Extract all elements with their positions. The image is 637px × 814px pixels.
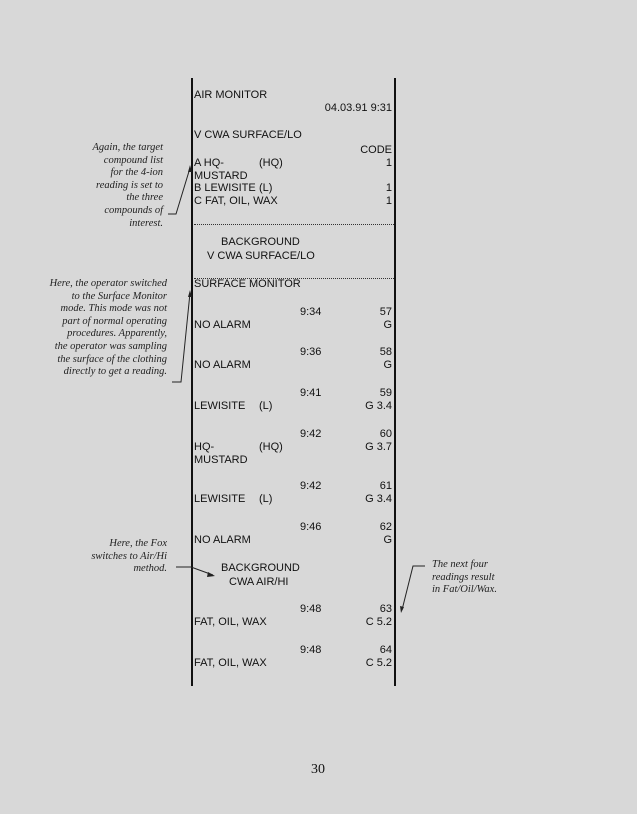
reading-result-line2: MUSTARD [194,454,248,466]
divider [194,278,394,279]
reading-time: 9:42 [300,480,322,492]
annotation-line: compounds of [104,204,163,216]
annotation-line: the operator was sampling [54,340,167,352]
annotation-line: in Fat/Oil/Wax. [432,584,497,596]
annotation-line: to the Surface Monitor [71,290,167,302]
compound-a-abbr: (HQ) [259,157,283,169]
reading-number: 57 [379,306,392,318]
reading-number: 62 [379,521,392,533]
code-label: CODE [360,144,392,156]
reading-time: 9:36 [300,346,322,358]
reading-result: LEWISITE [194,400,246,412]
compound-b: B LEWISITE [194,182,256,194]
arrow-next-four [401,565,425,611]
annotation-line: Again, the target [92,142,163,153]
reading-time: 9:48 [300,603,322,615]
reading-time: 9:41 [300,387,322,399]
reading-number: 58 [379,346,392,358]
annotation-line: readings result [432,571,495,583]
annotation-line: procedures. Apparently, [67,328,167,340]
printout-datetime: 04.03.91 9:31 [324,102,392,114]
printout-method: V CWA SURFACE/LO [194,129,302,141]
reading-code: C 5.2 [365,616,392,628]
annotation-line: method. [133,563,167,575]
reading-code: G 3.7 [365,441,392,453]
annotation-line: directly to get a reading. [63,366,167,378]
compound-b-code: 1 [385,182,392,194]
reading-time: 9:42 [300,428,322,440]
mode-label: SURFACE MONITOR [194,278,301,290]
reading-code: G [383,534,392,546]
printout-title: AIR MONITOR [194,89,268,101]
reading-result: FAT, OIL, WAX [194,616,267,628]
reading-abbr: (HQ) [259,441,283,453]
reading-result: NO ALARM [194,534,251,546]
annotation-line: for the 4-ion [110,167,164,179]
arrow-compound-list [168,167,191,215]
annotation-line: switches to Air/Hi [91,550,167,562]
annotation-compound-list: Again, the target compound list for the 4-… [93,142,163,230]
page-number: 30 [311,762,325,777]
annotation-line: the three [126,192,163,204]
reading-number: 61 [379,480,392,492]
annotation-line: compound list [103,154,163,166]
annotation-line: part of normal operating [62,315,167,327]
compound-c: C FAT, OIL, WAX [194,195,278,207]
reading-result: HQ- [194,441,215,453]
compound-a-line2: MUSTARD [194,170,248,182]
annotation-line: reading is set to [96,179,163,191]
reading-number: 60 [379,428,392,440]
annotation-next-four: The next four readings result in Fat/Oil/W… [432,559,497,597]
reading-number: 63 [379,603,392,615]
reading-code: G 3.4 [365,493,392,505]
annotation-line: Here, the Fox [109,538,167,549]
reading-result: FAT, OIL, WAX [194,657,267,669]
reading-time: 9:46 [300,521,322,533]
reading-abbr: (L) [259,493,273,505]
background-2-line1: BACKGROUND [221,562,300,574]
left-rule [191,78,193,686]
background-1-line2: V CWA SURFACE/LO [207,250,315,262]
reading-number: 64 [379,644,392,656]
arrow-fox [176,566,214,576]
annotation-fox: Here, the Fox switches to Air/Hi method. [91,538,167,576]
compound-a-code: 1 [385,157,392,169]
reading-number: 59 [379,387,392,399]
reading-time: 9:48 [300,644,322,656]
reading-code: G [383,319,392,331]
reading-result: LEWISITE [194,493,246,505]
reading-abbr: (L) [259,400,273,412]
annotation-surface-monitor: Here, the operator switched to the Surfac… [50,278,167,379]
divider [194,224,394,225]
reading-code: G [383,359,392,371]
reading-result: NO ALARM [194,319,251,331]
reading-code: C 5.2 [365,657,392,669]
arrow-surface-monitor [172,292,191,383]
right-rule [394,78,396,686]
reading-result: NO ALARM [194,359,251,371]
background-2-line2: CWA AIR/HI [229,576,289,588]
reading-code: G 3.4 [365,400,392,412]
annotation-line: mode. This mode was not [60,303,167,315]
compound-b-abbr: (L) [259,182,273,194]
annotation-line: Here, the operator switched [49,278,167,289]
reading-time: 9:34 [300,306,322,318]
background-1-line1: BACKGROUND [221,236,300,248]
compound-a: A HQ- [194,157,224,169]
annotation-line: the surface of the clothing [57,353,167,365]
compound-c-code: 1 [385,195,392,207]
annotation-line: interest. [129,217,163,229]
annotation-line: The next four [432,559,488,570]
